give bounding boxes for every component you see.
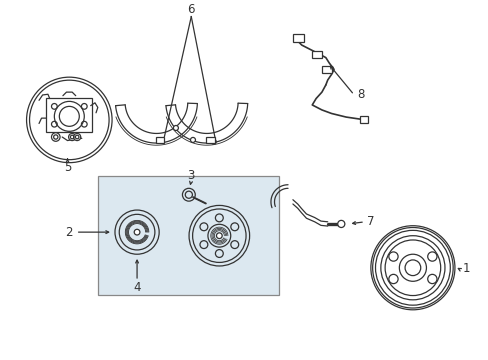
Bar <box>359 116 367 123</box>
Circle shape <box>68 134 76 140</box>
Circle shape <box>388 252 397 261</box>
Circle shape <box>207 224 230 247</box>
Circle shape <box>230 241 238 248</box>
Circle shape <box>388 274 397 284</box>
Circle shape <box>230 223 238 231</box>
Text: 3: 3 <box>187 168 195 182</box>
Text: 5: 5 <box>64 161 71 174</box>
Circle shape <box>182 188 195 201</box>
Circle shape <box>192 209 245 262</box>
Bar <box>98 176 279 295</box>
Circle shape <box>119 214 155 250</box>
Circle shape <box>215 214 223 222</box>
Circle shape <box>115 210 159 254</box>
Text: 6: 6 <box>187 3 195 16</box>
Circle shape <box>73 134 81 140</box>
Text: 7: 7 <box>366 215 373 228</box>
Bar <box>205 136 214 143</box>
Bar <box>321 66 331 72</box>
Text: 4: 4 <box>133 281 141 294</box>
Circle shape <box>427 274 436 284</box>
Circle shape <box>26 77 112 163</box>
Bar <box>155 136 164 143</box>
Circle shape <box>51 133 60 141</box>
Circle shape <box>200 223 207 231</box>
Circle shape <box>189 206 249 266</box>
Circle shape <box>134 229 140 235</box>
Circle shape <box>59 106 79 126</box>
Circle shape <box>427 252 436 261</box>
FancyBboxPatch shape <box>46 98 92 132</box>
Circle shape <box>399 254 426 281</box>
Circle shape <box>337 220 344 228</box>
Circle shape <box>216 233 222 239</box>
Circle shape <box>211 139 216 144</box>
Bar <box>292 34 303 41</box>
Text: 2: 2 <box>65 226 73 239</box>
Circle shape <box>215 249 223 257</box>
Bar <box>311 51 322 58</box>
Circle shape <box>173 126 178 130</box>
Circle shape <box>370 226 454 310</box>
Circle shape <box>200 241 207 248</box>
Text: 1: 1 <box>462 262 469 275</box>
Text: 8: 8 <box>356 89 364 102</box>
Circle shape <box>190 138 195 143</box>
